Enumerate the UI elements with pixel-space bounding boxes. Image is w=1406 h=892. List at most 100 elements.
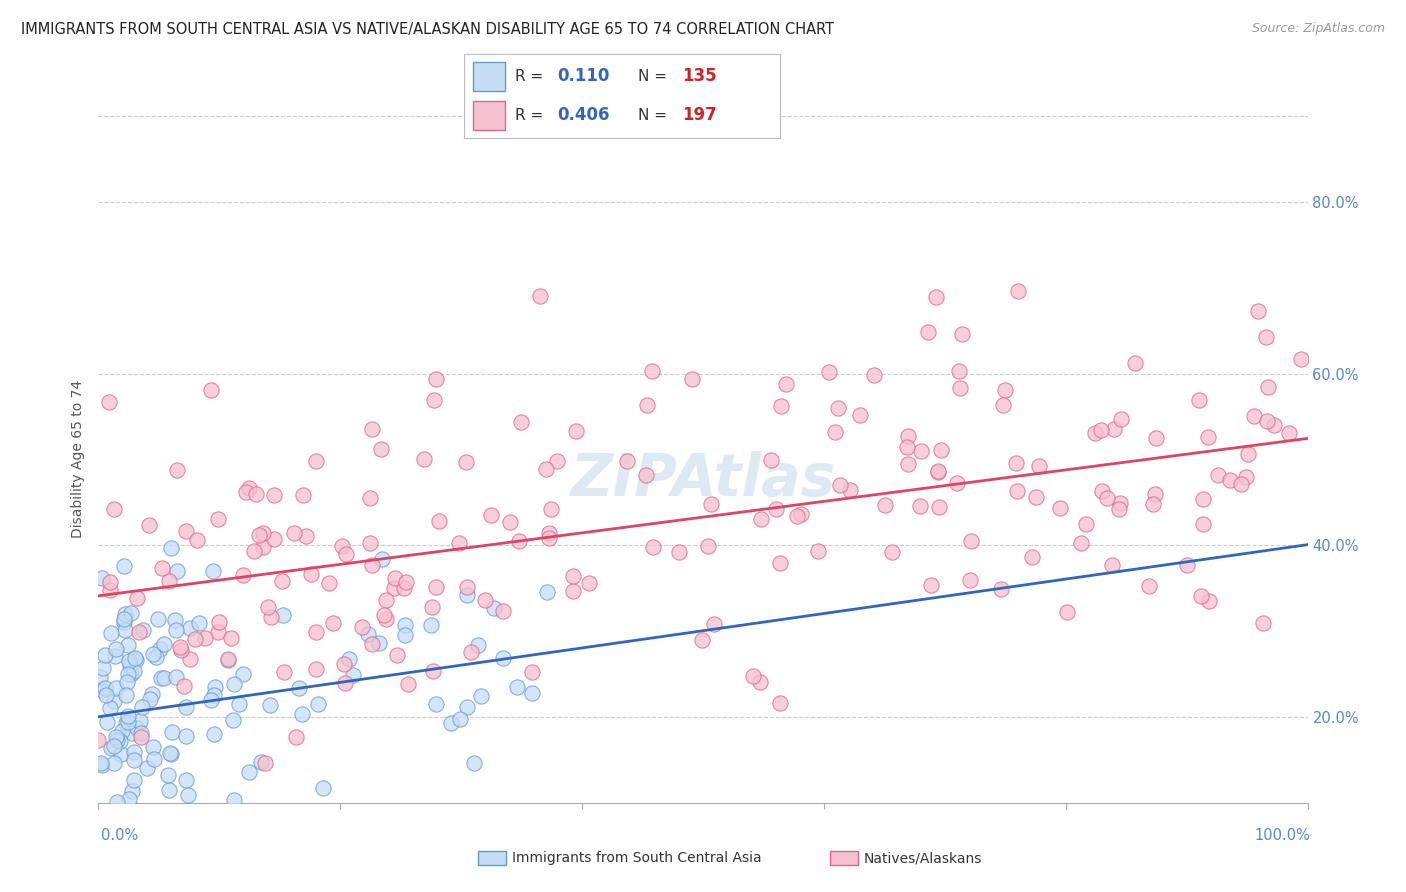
Point	[200, 693, 222, 707]
Point	[112, 612, 135, 626]
Point	[697, 539, 720, 553]
Point	[202, 688, 225, 702]
Point	[98, 575, 121, 590]
Point	[370, 442, 392, 457]
Point	[142, 740, 165, 755]
Point	[235, 485, 257, 500]
Point	[1198, 593, 1220, 607]
Point	[105, 731, 128, 745]
Point	[166, 462, 188, 476]
Point	[159, 747, 181, 761]
Point	[217, 653, 239, 667]
Point	[482, 600, 505, 615]
Point	[291, 706, 314, 721]
Point	[204, 727, 226, 741]
Point	[925, 290, 948, 304]
Point	[1256, 414, 1278, 428]
Point	[217, 651, 239, 665]
Point	[342, 667, 364, 681]
Point	[463, 756, 485, 770]
Point	[285, 730, 308, 744]
Point	[917, 326, 939, 340]
Point	[520, 665, 543, 679]
Point	[1278, 425, 1301, 440]
Point	[681, 371, 703, 385]
Point	[97, 395, 120, 409]
Point	[373, 607, 395, 622]
Point	[425, 580, 447, 594]
Point	[91, 571, 114, 585]
Point	[122, 665, 145, 679]
FancyBboxPatch shape	[474, 101, 505, 130]
Point	[283, 526, 305, 541]
Point	[1188, 393, 1211, 408]
Point	[238, 765, 260, 780]
Point	[510, 415, 533, 429]
Point	[299, 567, 322, 582]
Point	[371, 551, 394, 566]
Point	[950, 327, 973, 342]
Point	[254, 756, 277, 770]
Point	[115, 715, 138, 730]
Point	[920, 578, 942, 592]
Point	[143, 752, 166, 766]
Point	[927, 465, 949, 479]
Point	[537, 531, 560, 545]
Point	[145, 650, 167, 665]
Point	[830, 478, 852, 492]
Point	[104, 642, 127, 657]
Point	[427, 514, 450, 528]
Point	[245, 487, 267, 501]
Point	[1056, 605, 1078, 619]
Point	[897, 429, 920, 443]
Text: IMMIGRANTS FROM SOUTH CENTRAL ASIA VS NATIVE/ALASKAN DISABILITY AGE 65 TO 74 COR: IMMIGRANTS FROM SOUTH CENTRAL ASIA VS NA…	[21, 22, 834, 37]
Point	[1191, 589, 1213, 603]
Text: N =: N =	[638, 108, 672, 123]
Point	[200, 383, 222, 397]
Point	[100, 740, 122, 755]
Point	[700, 497, 723, 511]
Point	[474, 593, 496, 607]
Point	[765, 502, 787, 516]
Text: Immigrants from South Central Asia: Immigrants from South Central Asia	[512, 851, 762, 865]
Point	[179, 621, 201, 635]
Point	[260, 609, 283, 624]
Point	[103, 739, 125, 753]
Point	[742, 668, 765, 682]
Point	[194, 632, 217, 646]
Point	[273, 665, 295, 679]
Point	[534, 462, 557, 476]
Point	[322, 615, 344, 630]
Point	[529, 289, 551, 303]
Point	[561, 569, 583, 583]
Point	[896, 441, 918, 455]
Point	[87, 805, 110, 820]
Point	[991, 398, 1014, 412]
Point	[357, 627, 380, 641]
Point	[257, 599, 280, 614]
Point	[118, 658, 141, 673]
Point	[641, 540, 664, 554]
Point	[117, 845, 139, 859]
Point	[110, 734, 132, 748]
Point	[1025, 491, 1047, 505]
Point	[1049, 501, 1071, 516]
Point	[359, 491, 381, 505]
Point	[115, 674, 138, 689]
Point	[1007, 484, 1029, 499]
Point	[105, 795, 128, 809]
Point	[873, 499, 896, 513]
Point	[1191, 492, 1213, 507]
Point	[1289, 351, 1312, 366]
Point	[292, 488, 315, 502]
Point	[449, 536, 471, 550]
Point	[330, 540, 353, 554]
Point	[540, 501, 562, 516]
Point	[207, 615, 229, 629]
Point	[959, 573, 981, 587]
Point	[337, 652, 360, 666]
Point	[546, 454, 568, 468]
Point	[1191, 517, 1213, 532]
Point	[103, 756, 125, 770]
Point	[1197, 430, 1219, 444]
